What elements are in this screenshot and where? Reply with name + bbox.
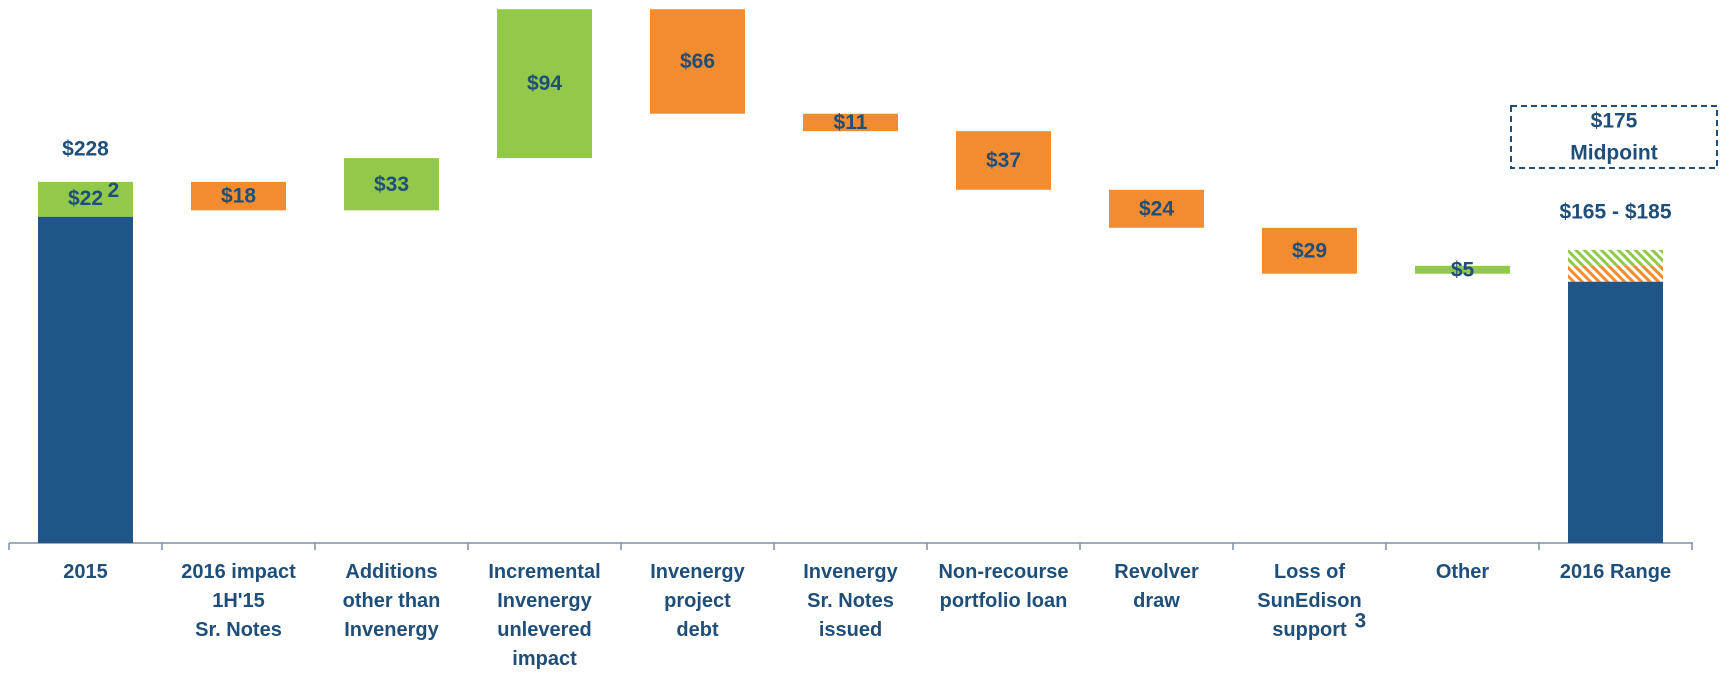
x-tick-label: Invenergy Sr. Notes issued (803, 561, 898, 641)
total-bar (1568, 281, 1663, 543)
x-tick-label: 2016 impact 1H'15 Sr. Notes (181, 561, 296, 641)
data-label: $33 (374, 173, 409, 196)
decrease-bar (650, 9, 745, 114)
data-label: $37 (986, 149, 1021, 172)
range-low (1568, 265, 1663, 282)
x-tick-label: 2016 Range (1559, 561, 1672, 583)
footnote: 3 (1355, 610, 1367, 633)
x-tick-label: Incremental Invenergy unlevered impact (488, 561, 601, 670)
total-label: $228 (62, 137, 109, 160)
data-label: $94 (527, 72, 562, 95)
data-label: $18 (221, 185, 256, 208)
x-tick-label: 2015 (63, 561, 108, 583)
data-label: $29 (1292, 239, 1327, 262)
data-label: $66 (680, 50, 715, 73)
x-tick-label: Revolver draw (1114, 561, 1199, 612)
range-high (1568, 249, 1663, 266)
increase-bar (38, 181, 133, 217)
decrease-bar (191, 181, 286, 211)
midpoint-box (1510, 105, 1718, 169)
x-tick-label: Invenergy project debt (650, 561, 745, 641)
footnote: 2 (108, 179, 120, 202)
decrease-bar (803, 113, 898, 132)
x-tick-label: Loss of SunEdison support (1257, 561, 1362, 641)
data-label: $5 (1451, 258, 1475, 281)
total-bar (38, 216, 133, 544)
data-label: $24 (1139, 197, 1174, 220)
x-tick-label: Non-recourse portfolio loan (938, 561, 1069, 612)
x-tick-label: Additions other than Invenergy (342, 561, 441, 641)
midpoint-label: $175 (1591, 110, 1638, 133)
decrease-bar (1262, 227, 1357, 274)
increase-bar (344, 158, 439, 211)
increase-bar (497, 9, 592, 159)
increase-bar (1415, 265, 1510, 274)
data-label: $22 (68, 187, 103, 210)
range-label: $165 - $185 (1559, 201, 1671, 224)
data-label: $11 (834, 111, 868, 134)
decrease-bar (956, 131, 1051, 190)
midpoint-text: Midpoint (1570, 142, 1657, 165)
decrease-bar (1109, 189, 1204, 228)
x-tick-label: Other (1435, 561, 1490, 583)
